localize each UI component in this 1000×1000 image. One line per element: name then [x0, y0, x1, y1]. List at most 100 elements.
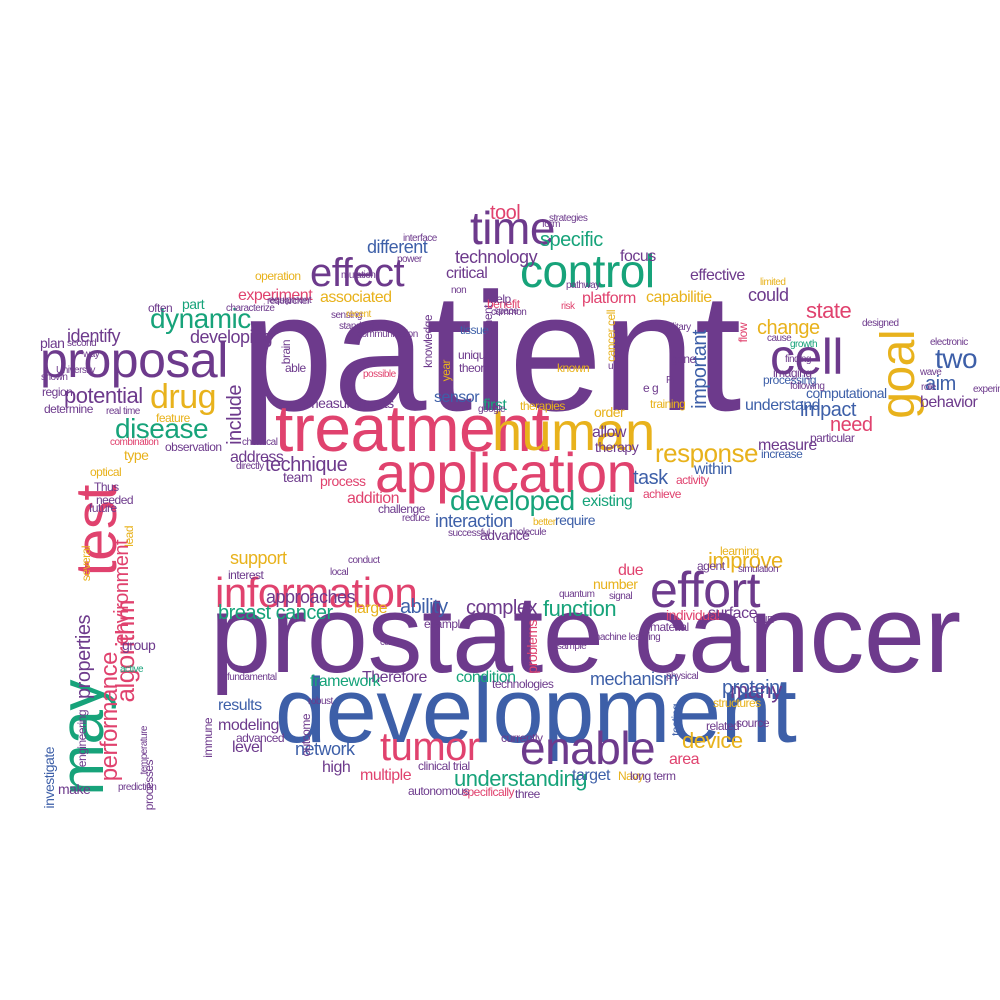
- word-platform: platform: [582, 290, 636, 307]
- word-help: help: [490, 292, 511, 306]
- word-effort: effort: [650, 562, 761, 618]
- word-physical: physical: [666, 671, 699, 682]
- word-therapy: therapy: [595, 439, 639, 455]
- word-include: include: [224, 385, 246, 445]
- word-need: need: [830, 414, 873, 436]
- word-order: order: [594, 404, 625, 420]
- word-first: first: [483, 397, 507, 414]
- word-gene: gene: [671, 352, 696, 366]
- word-computational: computational: [806, 385, 887, 401]
- word-recent: recent: [346, 309, 371, 320]
- word-testing: testing: [669, 704, 683, 736]
- word-plan: plan: [40, 335, 65, 351]
- word-support: support: [230, 548, 287, 568]
- word-therefore: Therefore: [362, 669, 427, 686]
- word-engineering: engineering: [75, 710, 89, 768]
- word-type: type: [124, 447, 149, 463]
- word-signal: signal: [609, 591, 633, 602]
- word-optical: optical: [90, 465, 122, 479]
- word-different: different: [367, 237, 428, 257]
- word-individual: individual: [666, 607, 720, 623]
- word-local: local: [330, 567, 349, 578]
- word-effective: effective: [690, 267, 745, 284]
- word-achieve: achieve: [643, 487, 681, 501]
- word-many: many: [730, 678, 782, 703]
- word-impact: impact: [800, 399, 856, 421]
- word-increase: increase: [761, 447, 803, 461]
- word-condition: condition: [456, 669, 516, 686]
- word-cell: cell: [770, 329, 844, 385]
- word-risk: risk: [561, 301, 575, 312]
- word-development: development: [275, 660, 797, 762]
- word-complex: complex: [466, 597, 537, 619]
- word-second: second: [67, 338, 97, 349]
- word-approaches: approaches: [266, 587, 356, 607]
- word-experiment: experiment: [238, 287, 313, 304]
- word-operation: operation: [255, 269, 301, 283]
- word-prediction: prediction: [118, 782, 157, 793]
- word-combination: combination: [110, 437, 159, 448]
- word-advanced: advanced: [236, 731, 285, 745]
- word-google: google: [478, 404, 506, 415]
- word-way: way: [83, 349, 100, 360]
- word-network: network: [295, 739, 355, 759]
- word-year: year: [439, 360, 453, 382]
- word-task: task: [633, 467, 668, 489]
- word-known: known: [557, 361, 590, 375]
- word-navy: Navy: [618, 769, 644, 783]
- word-growth: growth: [790, 339, 818, 350]
- word-real-time: real time: [106, 406, 140, 417]
- word-cause: cause: [767, 333, 792, 344]
- word-control: control: [520, 245, 655, 297]
- word-multiple: multiple: [360, 767, 412, 784]
- word-immune: immune: [201, 718, 215, 758]
- word-reduce: reduce: [402, 513, 430, 524]
- word-wave: wave: [920, 367, 942, 378]
- word-experimental: experimental: [973, 384, 1000, 395]
- word-sample: sample: [557, 641, 587, 652]
- word-training: training: [650, 397, 686, 411]
- word-response: response: [655, 438, 758, 468]
- word-agent: agent: [697, 559, 725, 573]
- word-case: case: [380, 637, 400, 648]
- word-address: address: [230, 449, 284, 466]
- word-benefit: benefit: [487, 297, 520, 311]
- word-existing: existing: [582, 493, 633, 510]
- word-thus: Thus: [94, 480, 119, 494]
- word-successful: successful: [448, 528, 490, 539]
- word-clinical-trial: clinical trial: [418, 759, 470, 773]
- word-activity: activity: [676, 473, 709, 487]
- word-particular: particular: [810, 431, 855, 445]
- word-require: require: [555, 512, 596, 528]
- word-framework: framework: [310, 673, 381, 690]
- word-pathway: pathway: [566, 280, 600, 291]
- word-flow: flow: [736, 323, 750, 343]
- word-fundamental: fundamental: [227, 672, 277, 683]
- word-source: source: [736, 716, 770, 730]
- word-aim: aim: [925, 373, 956, 395]
- word-unique: unique: [458, 348, 492, 362]
- word-capabilitie: capabilitie: [646, 289, 712, 306]
- word-observation: observation: [165, 440, 222, 454]
- word-time: time: [470, 202, 555, 254]
- word-processing: processing: [763, 373, 817, 387]
- word-onr: ONR: [753, 615, 774, 626]
- word-robust: robust: [308, 696, 333, 707]
- word-tumor: tumor: [380, 725, 480, 769]
- word-state: state: [806, 298, 852, 323]
- word-power: power: [397, 254, 422, 265]
- word-allow: allow: [592, 424, 626, 441]
- word-goal: goal: [872, 330, 925, 419]
- word-proposal: proposal: [40, 332, 228, 388]
- word-structures: structures: [713, 696, 761, 710]
- word-associated: associated: [320, 289, 392, 306]
- word-standard: standard: [339, 321, 374, 332]
- word-currently: currently: [501, 731, 543, 745]
- word-part: part: [182, 296, 205, 312]
- word-finding: finding: [785, 354, 811, 365]
- word-human: human: [492, 402, 655, 462]
- word-characterize: characterize: [226, 303, 275, 314]
- word-technologies: technologies: [492, 677, 554, 691]
- word-device: device: [682, 728, 743, 753]
